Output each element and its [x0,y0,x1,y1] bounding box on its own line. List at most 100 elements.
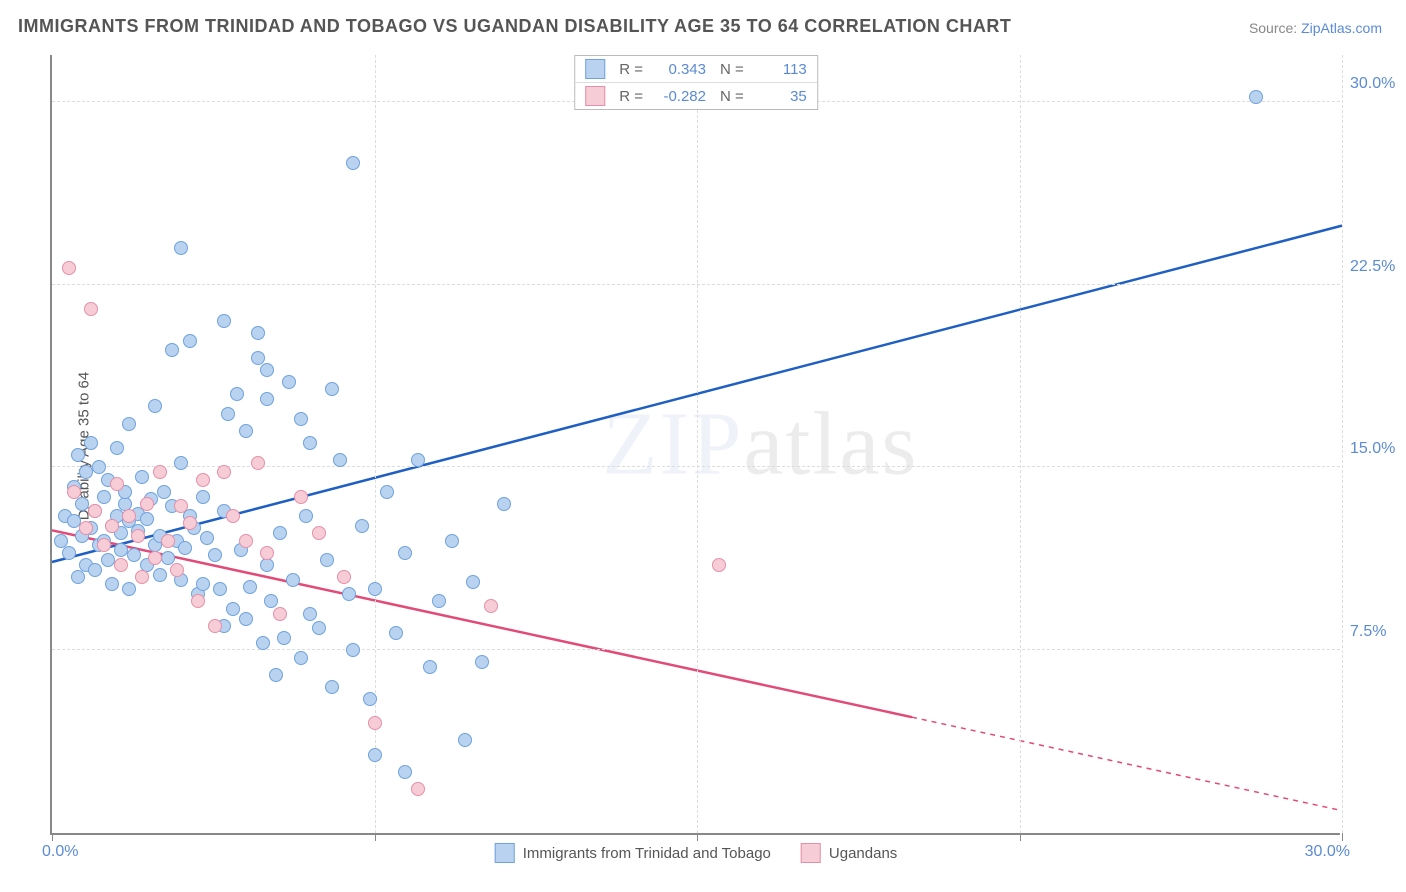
scatter-point [161,534,175,548]
scatter-point [170,563,184,577]
y-tick-label: 15.0% [1350,440,1406,458]
scatter-point [110,441,124,455]
scatter-point [712,558,726,572]
scatter-point [226,509,240,523]
stat-r-label: R = [619,88,643,105]
scatter-point [260,363,274,377]
scatter-point [196,473,210,487]
scatter-point [251,326,265,340]
scatter-point [208,619,222,633]
stat-n-value: 35 [752,88,807,105]
legend-swatch [585,59,605,79]
watermark: ZIPatlas [602,393,918,496]
scatter-point [183,516,197,530]
stats-legend-row: R =0.343N =113 [575,56,817,82]
legend-item: Ugandans [801,843,897,863]
scatter-point [62,261,76,275]
scatter-point [178,541,192,555]
scatter-point [140,497,154,511]
scatter-point [230,387,244,401]
legend-swatch [585,86,605,106]
scatter-point [88,504,102,518]
scatter-point [273,526,287,540]
chart-container: IMMIGRANTS FROM TRINIDAD AND TOBAGO VS U… [0,0,1406,892]
scatter-point [84,436,98,450]
scatter-point [294,412,308,426]
stat-n-label: N = [720,88,744,105]
x-tick [375,833,376,841]
scatter-point [398,546,412,560]
scatter-point [183,334,197,348]
scatter-point [165,343,179,357]
scatter-point [269,668,283,682]
gridline-vertical [1342,55,1343,833]
scatter-point [398,765,412,779]
scatter-point [432,594,446,608]
scatter-point [196,490,210,504]
scatter-point [363,692,377,706]
scatter-point [79,521,93,535]
scatter-point [260,546,274,560]
scatter-point [273,607,287,621]
gridline-vertical [697,55,698,833]
scatter-point [260,392,274,406]
scatter-point [346,643,360,657]
scatter-point [196,577,210,591]
scatter-point [110,477,124,491]
scatter-point [256,636,270,650]
scatter-point [174,499,188,513]
x-tick [1342,833,1343,841]
legend-item: Immigrants from Trinidad and Tobago [495,843,771,863]
scatter-point [174,456,188,470]
scatter-point [458,733,472,747]
scatter-point [303,607,317,621]
scatter-point [411,453,425,467]
source-attribution: Source: ZipAtlas.com [1249,20,1382,36]
scatter-point [342,587,356,601]
scatter-point [303,436,317,450]
scatter-point [217,465,231,479]
scatter-point [97,490,111,504]
y-tick-label: 22.5% [1350,258,1406,276]
scatter-point [445,534,459,548]
x-tick [1020,833,1021,841]
scatter-point [294,490,308,504]
scatter-point [286,573,300,587]
scatter-point [226,602,240,616]
legend-label: Immigrants from Trinidad and Tobago [523,845,771,862]
scatter-point [101,553,115,567]
source-link[interactable]: ZipAtlas.com [1301,20,1382,36]
scatter-point [105,519,119,533]
gridline-vertical [1020,55,1021,833]
scatter-point [105,577,119,591]
trend-line-extrapolated [912,717,1342,810]
y-tick-label: 7.5% [1350,623,1406,641]
scatter-point [368,748,382,762]
scatter-point [239,612,253,626]
scatter-point [282,375,296,389]
scatter-point [122,509,136,523]
scatter-point [1249,90,1263,104]
scatter-point [62,546,76,560]
scatter-point [312,526,326,540]
plot-area: ZIPatlas R =0.343N =113R =-0.282N =35 Im… [50,55,1340,835]
scatter-point [153,568,167,582]
x-tick [52,833,53,841]
scatter-point [368,582,382,596]
gridline-horizontal [52,649,1340,650]
scatter-point [411,782,425,796]
scatter-point [325,680,339,694]
scatter-point [423,660,437,674]
scatter-point [140,512,154,526]
legend-label: Ugandans [829,845,897,862]
y-tick-label: 30.0% [1350,75,1406,93]
scatter-point [325,382,339,396]
scatter-point [208,548,222,562]
scatter-point [148,399,162,413]
scatter-point [79,465,93,479]
scatter-point [337,570,351,584]
scatter-point [294,651,308,665]
x-axis-max-label: 30.0% [1305,843,1350,861]
stat-r-label: R = [619,61,643,78]
stat-n-label: N = [720,61,744,78]
